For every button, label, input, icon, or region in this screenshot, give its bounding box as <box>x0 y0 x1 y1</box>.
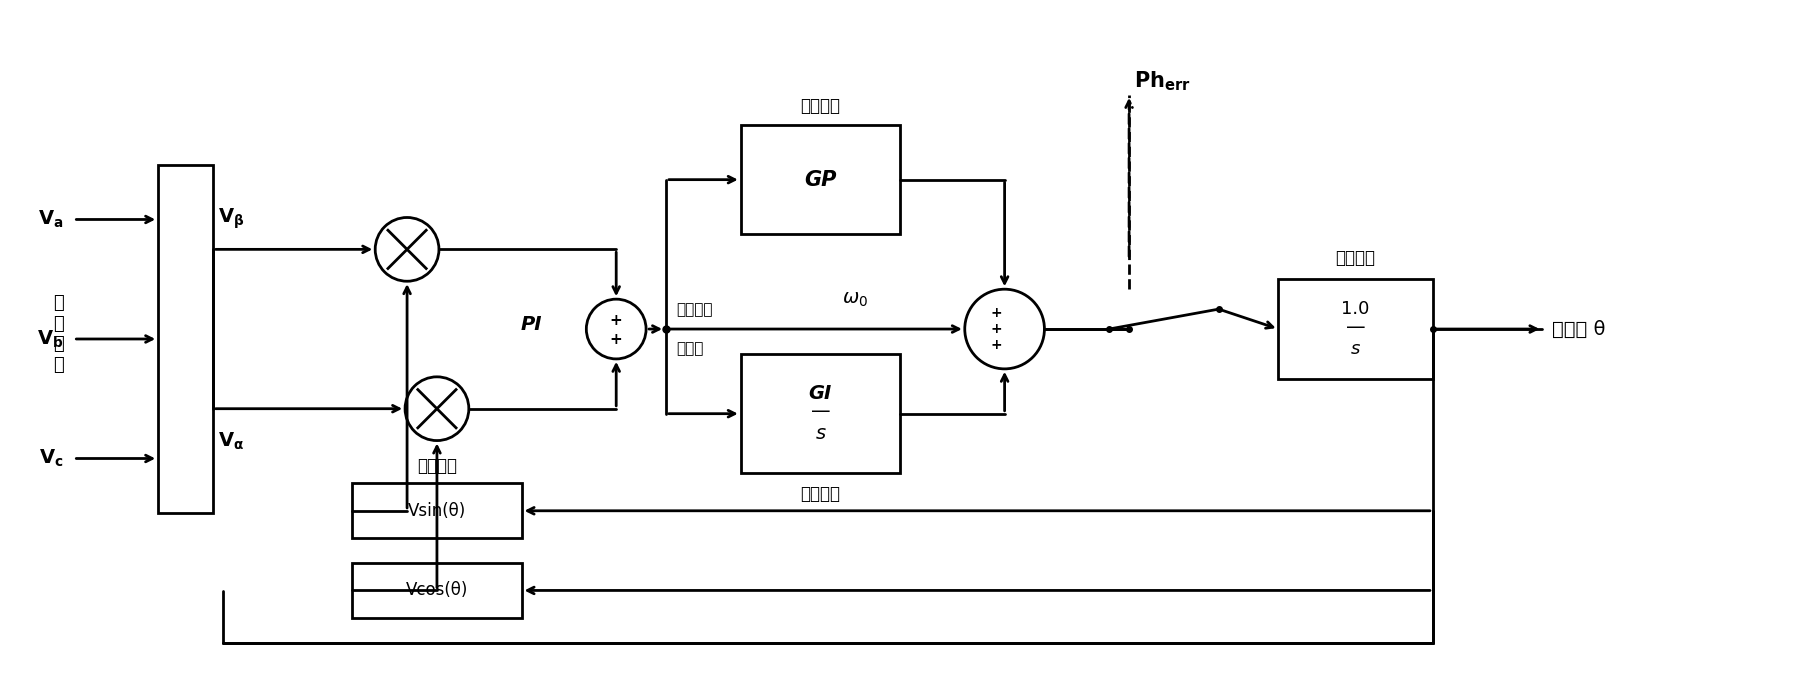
Text: 积分系数: 积分系数 <box>800 485 840 503</box>
Text: s: s <box>814 424 825 443</box>
Text: —: — <box>811 402 829 421</box>
Text: +: + <box>990 306 1001 320</box>
Text: 积分环节: 积分环节 <box>1335 249 1375 268</box>
Text: Vsin(θ): Vsin(θ) <box>408 501 466 520</box>
Text: PI: PI <box>521 315 542 334</box>
Text: 相位值 θ: 相位值 θ <box>1551 319 1605 338</box>
Text: GP: GP <box>804 170 836 189</box>
Bar <box>352 483 521 538</box>
Text: 反馈环节: 反馈环节 <box>417 458 457 475</box>
Text: $\mathbf{V_{\beta}}$: $\mathbf{V_{\beta}}$ <box>218 207 245 231</box>
Text: +: + <box>610 313 622 328</box>
Text: GI: GI <box>809 384 831 403</box>
Text: 三
相
电
机: 三 相 电 机 <box>53 294 63 374</box>
Bar <box>158 164 212 514</box>
Text: 工频同步: 工频同步 <box>675 302 713 317</box>
Text: $\mathbf{V_{\alpha}}$: $\mathbf{V_{\alpha}}$ <box>218 431 243 452</box>
Bar <box>740 125 900 235</box>
Text: $\omega_0$: $\omega_0$ <box>842 290 867 309</box>
Bar <box>740 354 900 473</box>
Text: +: + <box>990 322 1001 336</box>
Bar <box>352 563 521 618</box>
Text: +: + <box>990 338 1001 352</box>
Circle shape <box>405 377 468 441</box>
Circle shape <box>586 299 646 359</box>
Bar <box>1277 279 1431 379</box>
Text: Vcos(θ): Vcos(θ) <box>406 582 468 599</box>
Text: +: + <box>610 332 622 348</box>
Circle shape <box>965 289 1043 369</box>
Text: $\mathbf{Ph_{err}}$: $\mathbf{Ph_{err}}$ <box>1134 69 1190 93</box>
Text: $\mathbf{V_a}$: $\mathbf{V_a}$ <box>38 209 63 230</box>
Text: $\mathbf{V_c}$: $\mathbf{V_c}$ <box>38 448 63 469</box>
Text: 1.0: 1.0 <box>1341 300 1370 318</box>
Circle shape <box>375 218 439 281</box>
Text: s: s <box>1350 340 1359 358</box>
Text: —: — <box>1346 317 1364 336</box>
Text: 角速度: 角速度 <box>675 341 704 356</box>
Text: 比例系数: 比例系数 <box>800 97 840 115</box>
Text: $\mathbf{V_b}$: $\mathbf{V_b}$ <box>36 328 63 350</box>
